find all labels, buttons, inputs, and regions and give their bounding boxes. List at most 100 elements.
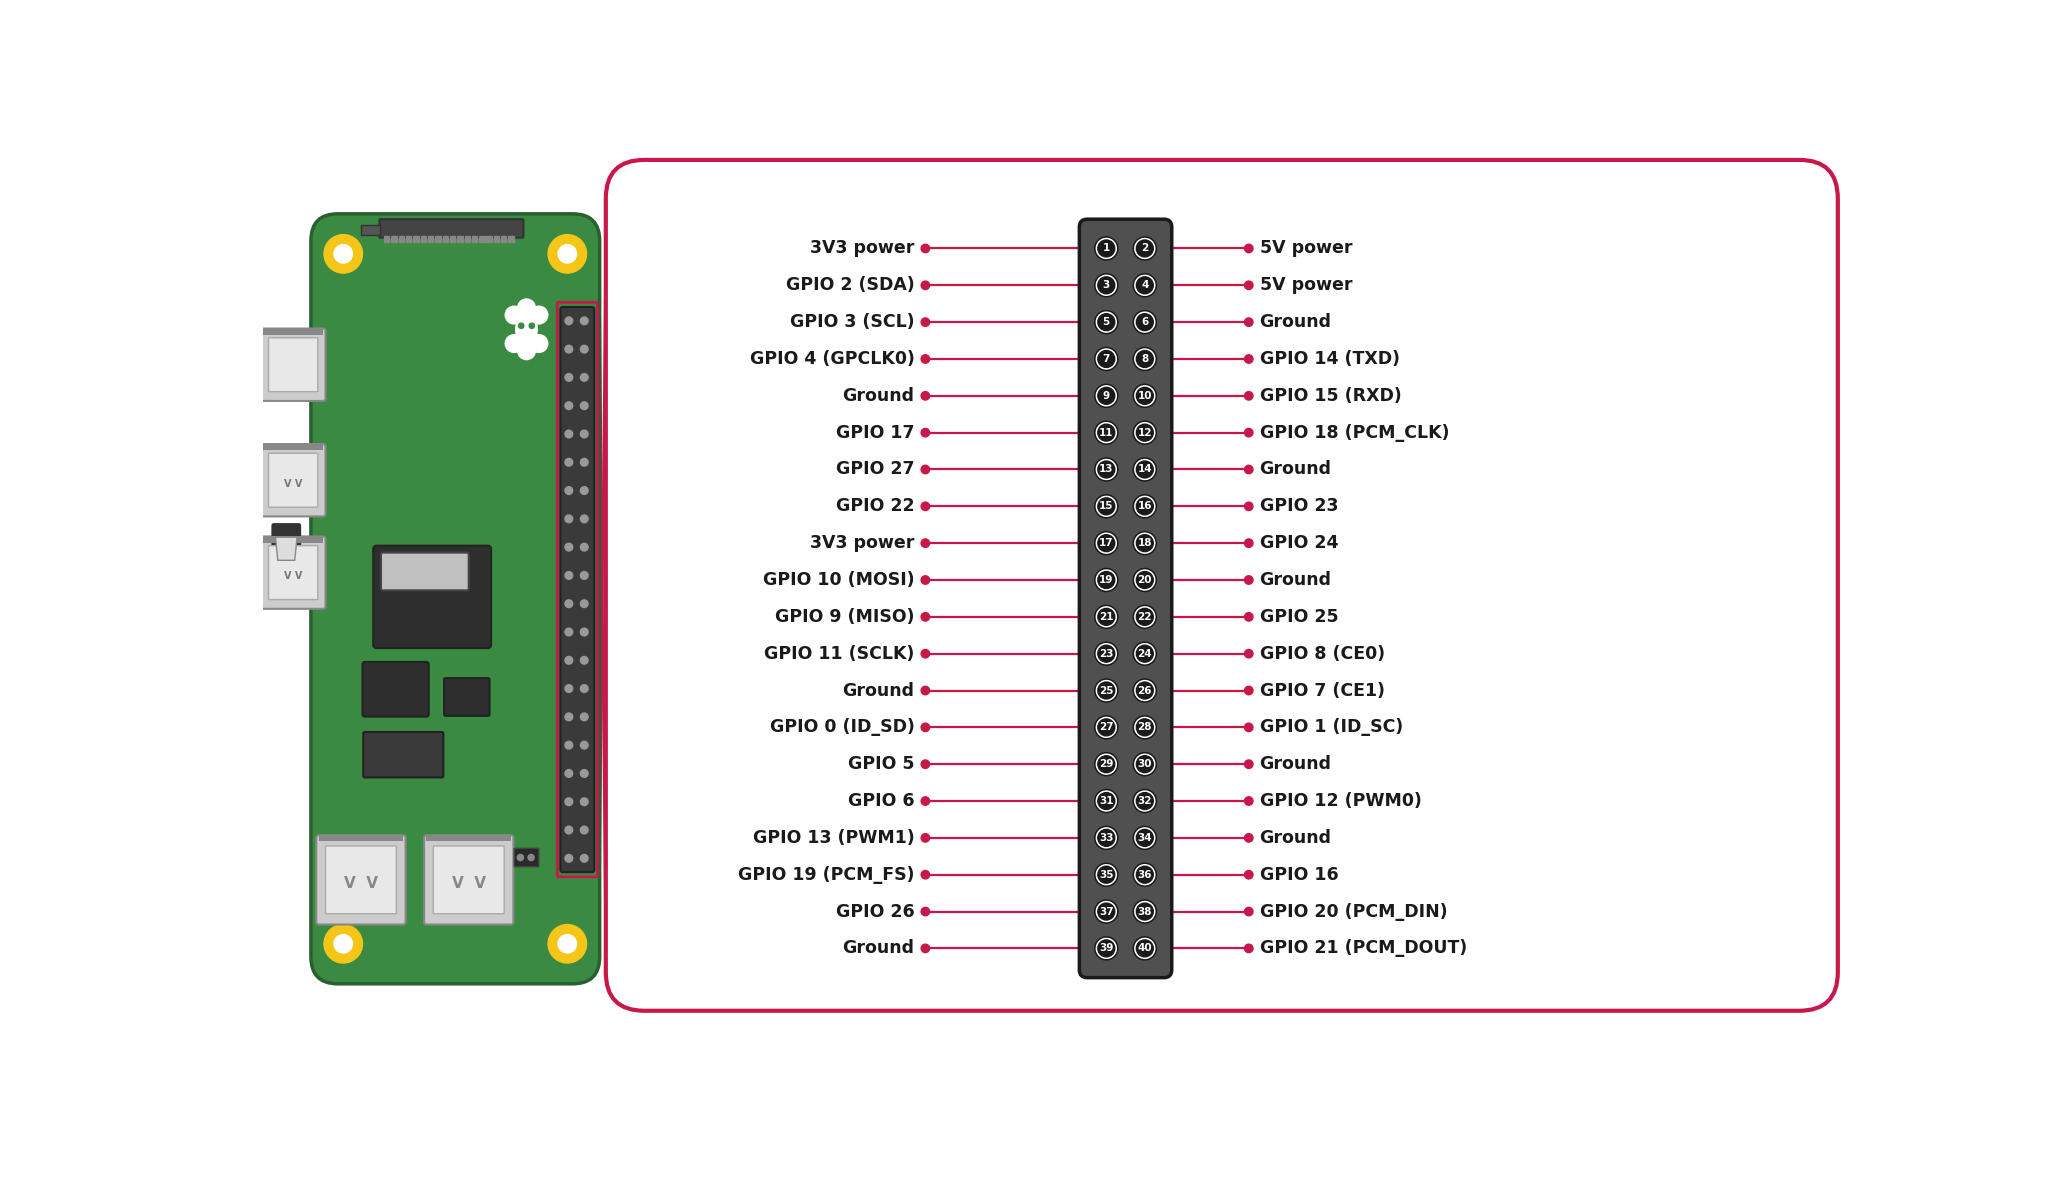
Circle shape	[549, 235, 586, 273]
Circle shape	[921, 354, 929, 364]
Circle shape	[1245, 613, 1253, 621]
Circle shape	[1098, 534, 1115, 552]
Circle shape	[1245, 318, 1253, 326]
Circle shape	[1096, 717, 1117, 737]
Circle shape	[1096, 533, 1117, 553]
Circle shape	[324, 235, 363, 273]
Text: GPIO 4 (GPCLK0): GPIO 4 (GPCLK0)	[749, 350, 914, 369]
Circle shape	[1137, 351, 1154, 367]
Circle shape	[921, 281, 929, 289]
Bar	[487, 236, 491, 242]
Circle shape	[1133, 716, 1156, 739]
Circle shape	[1094, 752, 1119, 776]
Circle shape	[530, 334, 547, 352]
Circle shape	[1245, 429, 1253, 437]
Circle shape	[580, 628, 588, 636]
Circle shape	[1135, 754, 1156, 774]
Circle shape	[1135, 423, 1156, 443]
Text: Ground: Ground	[1259, 571, 1331, 589]
Text: 34: 34	[1137, 833, 1152, 843]
FancyBboxPatch shape	[260, 537, 326, 609]
Bar	[413, 236, 419, 242]
Circle shape	[1098, 241, 1115, 257]
Text: 33: 33	[1098, 833, 1115, 843]
Circle shape	[1137, 241, 1154, 257]
Circle shape	[1096, 312, 1117, 332]
Circle shape	[580, 600, 588, 608]
Text: GPIO 27: GPIO 27	[836, 461, 914, 479]
Circle shape	[1096, 902, 1117, 922]
Text: 25: 25	[1098, 685, 1115, 696]
Circle shape	[1094, 606, 1119, 628]
Circle shape	[921, 871, 929, 879]
Circle shape	[1096, 238, 1117, 258]
Text: GPIO 25: GPIO 25	[1259, 608, 1337, 626]
Circle shape	[1245, 244, 1253, 252]
Circle shape	[921, 833, 929, 843]
Bar	[384, 236, 390, 242]
Text: 1: 1	[1102, 243, 1110, 254]
Circle shape	[518, 324, 524, 328]
Circle shape	[1094, 569, 1119, 591]
Circle shape	[580, 826, 588, 834]
Bar	[361, 225, 380, 235]
Circle shape	[1137, 387, 1154, 404]
FancyBboxPatch shape	[607, 160, 1837, 1011]
Bar	[464, 236, 471, 242]
Text: 5V power: 5V power	[1259, 239, 1352, 257]
Bar	[493, 236, 499, 242]
Text: 15: 15	[1098, 501, 1115, 512]
Text: GPIO 24: GPIO 24	[1259, 534, 1337, 552]
Circle shape	[566, 685, 572, 692]
Text: 28: 28	[1137, 723, 1152, 732]
Circle shape	[1137, 830, 1154, 846]
Circle shape	[1094, 347, 1119, 371]
Circle shape	[1137, 571, 1154, 589]
Circle shape	[530, 306, 547, 324]
Bar	[458, 236, 462, 242]
Circle shape	[566, 345, 572, 353]
Circle shape	[1096, 792, 1117, 811]
Text: GPIO 19 (PCM_FS): GPIO 19 (PCM_FS)	[739, 866, 914, 884]
Circle shape	[1098, 314, 1115, 331]
Circle shape	[1133, 237, 1156, 260]
Text: 5: 5	[1102, 318, 1110, 327]
Text: 2: 2	[1141, 243, 1148, 254]
FancyBboxPatch shape	[260, 328, 326, 401]
FancyBboxPatch shape	[326, 846, 396, 914]
Text: Ground: Ground	[842, 940, 914, 957]
Ellipse shape	[516, 314, 539, 345]
Circle shape	[1098, 351, 1115, 367]
Text: 30: 30	[1137, 760, 1152, 769]
Bar	[427, 835, 512, 841]
Circle shape	[1245, 723, 1253, 731]
Circle shape	[921, 723, 929, 731]
Circle shape	[580, 487, 588, 494]
Text: 40: 40	[1137, 943, 1152, 954]
Text: Ground: Ground	[1259, 828, 1331, 847]
FancyBboxPatch shape	[272, 524, 299, 570]
Circle shape	[566, 373, 572, 382]
Text: GPIO 6: GPIO 6	[848, 792, 914, 811]
Circle shape	[1096, 643, 1117, 664]
Circle shape	[566, 628, 572, 636]
Circle shape	[1135, 902, 1156, 922]
Circle shape	[1245, 466, 1253, 474]
Text: GPIO 22: GPIO 22	[836, 498, 914, 515]
Bar	[502, 236, 506, 242]
Circle shape	[1135, 607, 1156, 627]
Circle shape	[566, 826, 572, 834]
Circle shape	[921, 649, 929, 658]
Circle shape	[506, 306, 522, 324]
Text: GPIO 14 (TXD): GPIO 14 (TXD)	[1259, 350, 1399, 369]
Text: 22: 22	[1137, 611, 1152, 622]
Bar	[392, 236, 396, 242]
Circle shape	[566, 798, 572, 806]
Circle shape	[1137, 756, 1154, 773]
Text: 3: 3	[1102, 281, 1110, 290]
Circle shape	[1137, 903, 1154, 920]
FancyBboxPatch shape	[514, 848, 539, 866]
Circle shape	[1096, 275, 1117, 295]
FancyBboxPatch shape	[268, 454, 318, 507]
Text: 39: 39	[1100, 943, 1112, 954]
